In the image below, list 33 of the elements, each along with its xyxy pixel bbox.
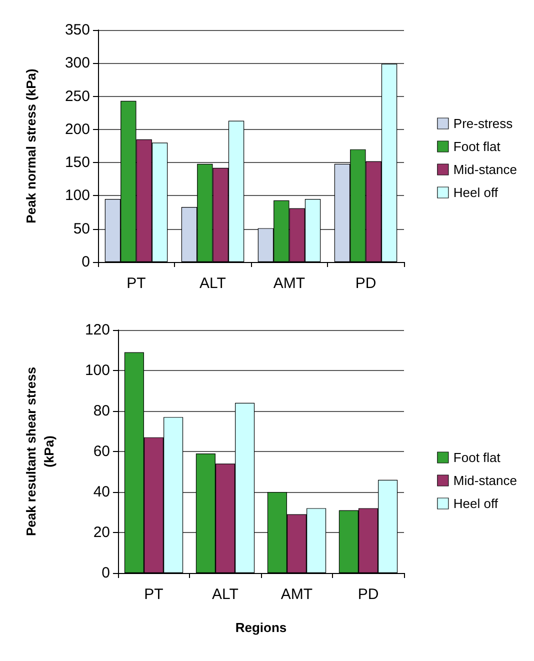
y-tick-label: 200 — [64, 120, 90, 138]
y-tick-label: 60 — [93, 443, 110, 460]
y-tick-label: 40 — [93, 484, 110, 500]
x-tick-label: PT — [126, 275, 146, 292]
y-tick-label: 100 — [84, 362, 110, 379]
y-tick-label: 150 — [64, 154, 90, 172]
y-tick-label: 100 — [64, 187, 90, 204]
legend-label: Heel off — [453, 185, 498, 200]
legend-label: Heel off — [453, 496, 498, 511]
legend-label: Mid-stance — [453, 473, 517, 488]
y-tick-label: 0 — [82, 254, 90, 270]
y-tick-label: 300 — [64, 54, 90, 72]
x-tick-label: ALT — [212, 586, 238, 603]
x-tick-label: ALT — [200, 275, 226, 292]
x-tick-label: PT — [144, 586, 164, 603]
x-axis-title: Regions — [235, 620, 287, 635]
x-tick-label: AMT — [273, 275, 306, 292]
y-axis-title: Peak resultant shear stress (kPa) — [24, 366, 56, 536]
y-tick-label: 250 — [64, 88, 90, 105]
y-tick-label: 20 — [93, 524, 110, 541]
legend-label: Mid-stance — [453, 162, 517, 177]
y-tick-label: 0 — [102, 564, 110, 582]
legend-label: Foot flat — [453, 139, 501, 154]
y-axis-title: Peak normal stress (kPa) — [24, 68, 38, 224]
legend-label: Foot flat — [453, 450, 501, 465]
x-tick-label: AMT — [280, 586, 313, 603]
y-tick-label: 80 — [93, 402, 110, 420]
y-tick-label: 120 — [84, 322, 110, 338]
x-tick-label: PD — [355, 275, 376, 292]
x-tick-label: PD — [358, 586, 379, 603]
y-tick-label: 50 — [73, 220, 90, 238]
y-tick-label: 350 — [64, 22, 90, 38]
legend-label: Pre-stress — [453, 116, 514, 131]
